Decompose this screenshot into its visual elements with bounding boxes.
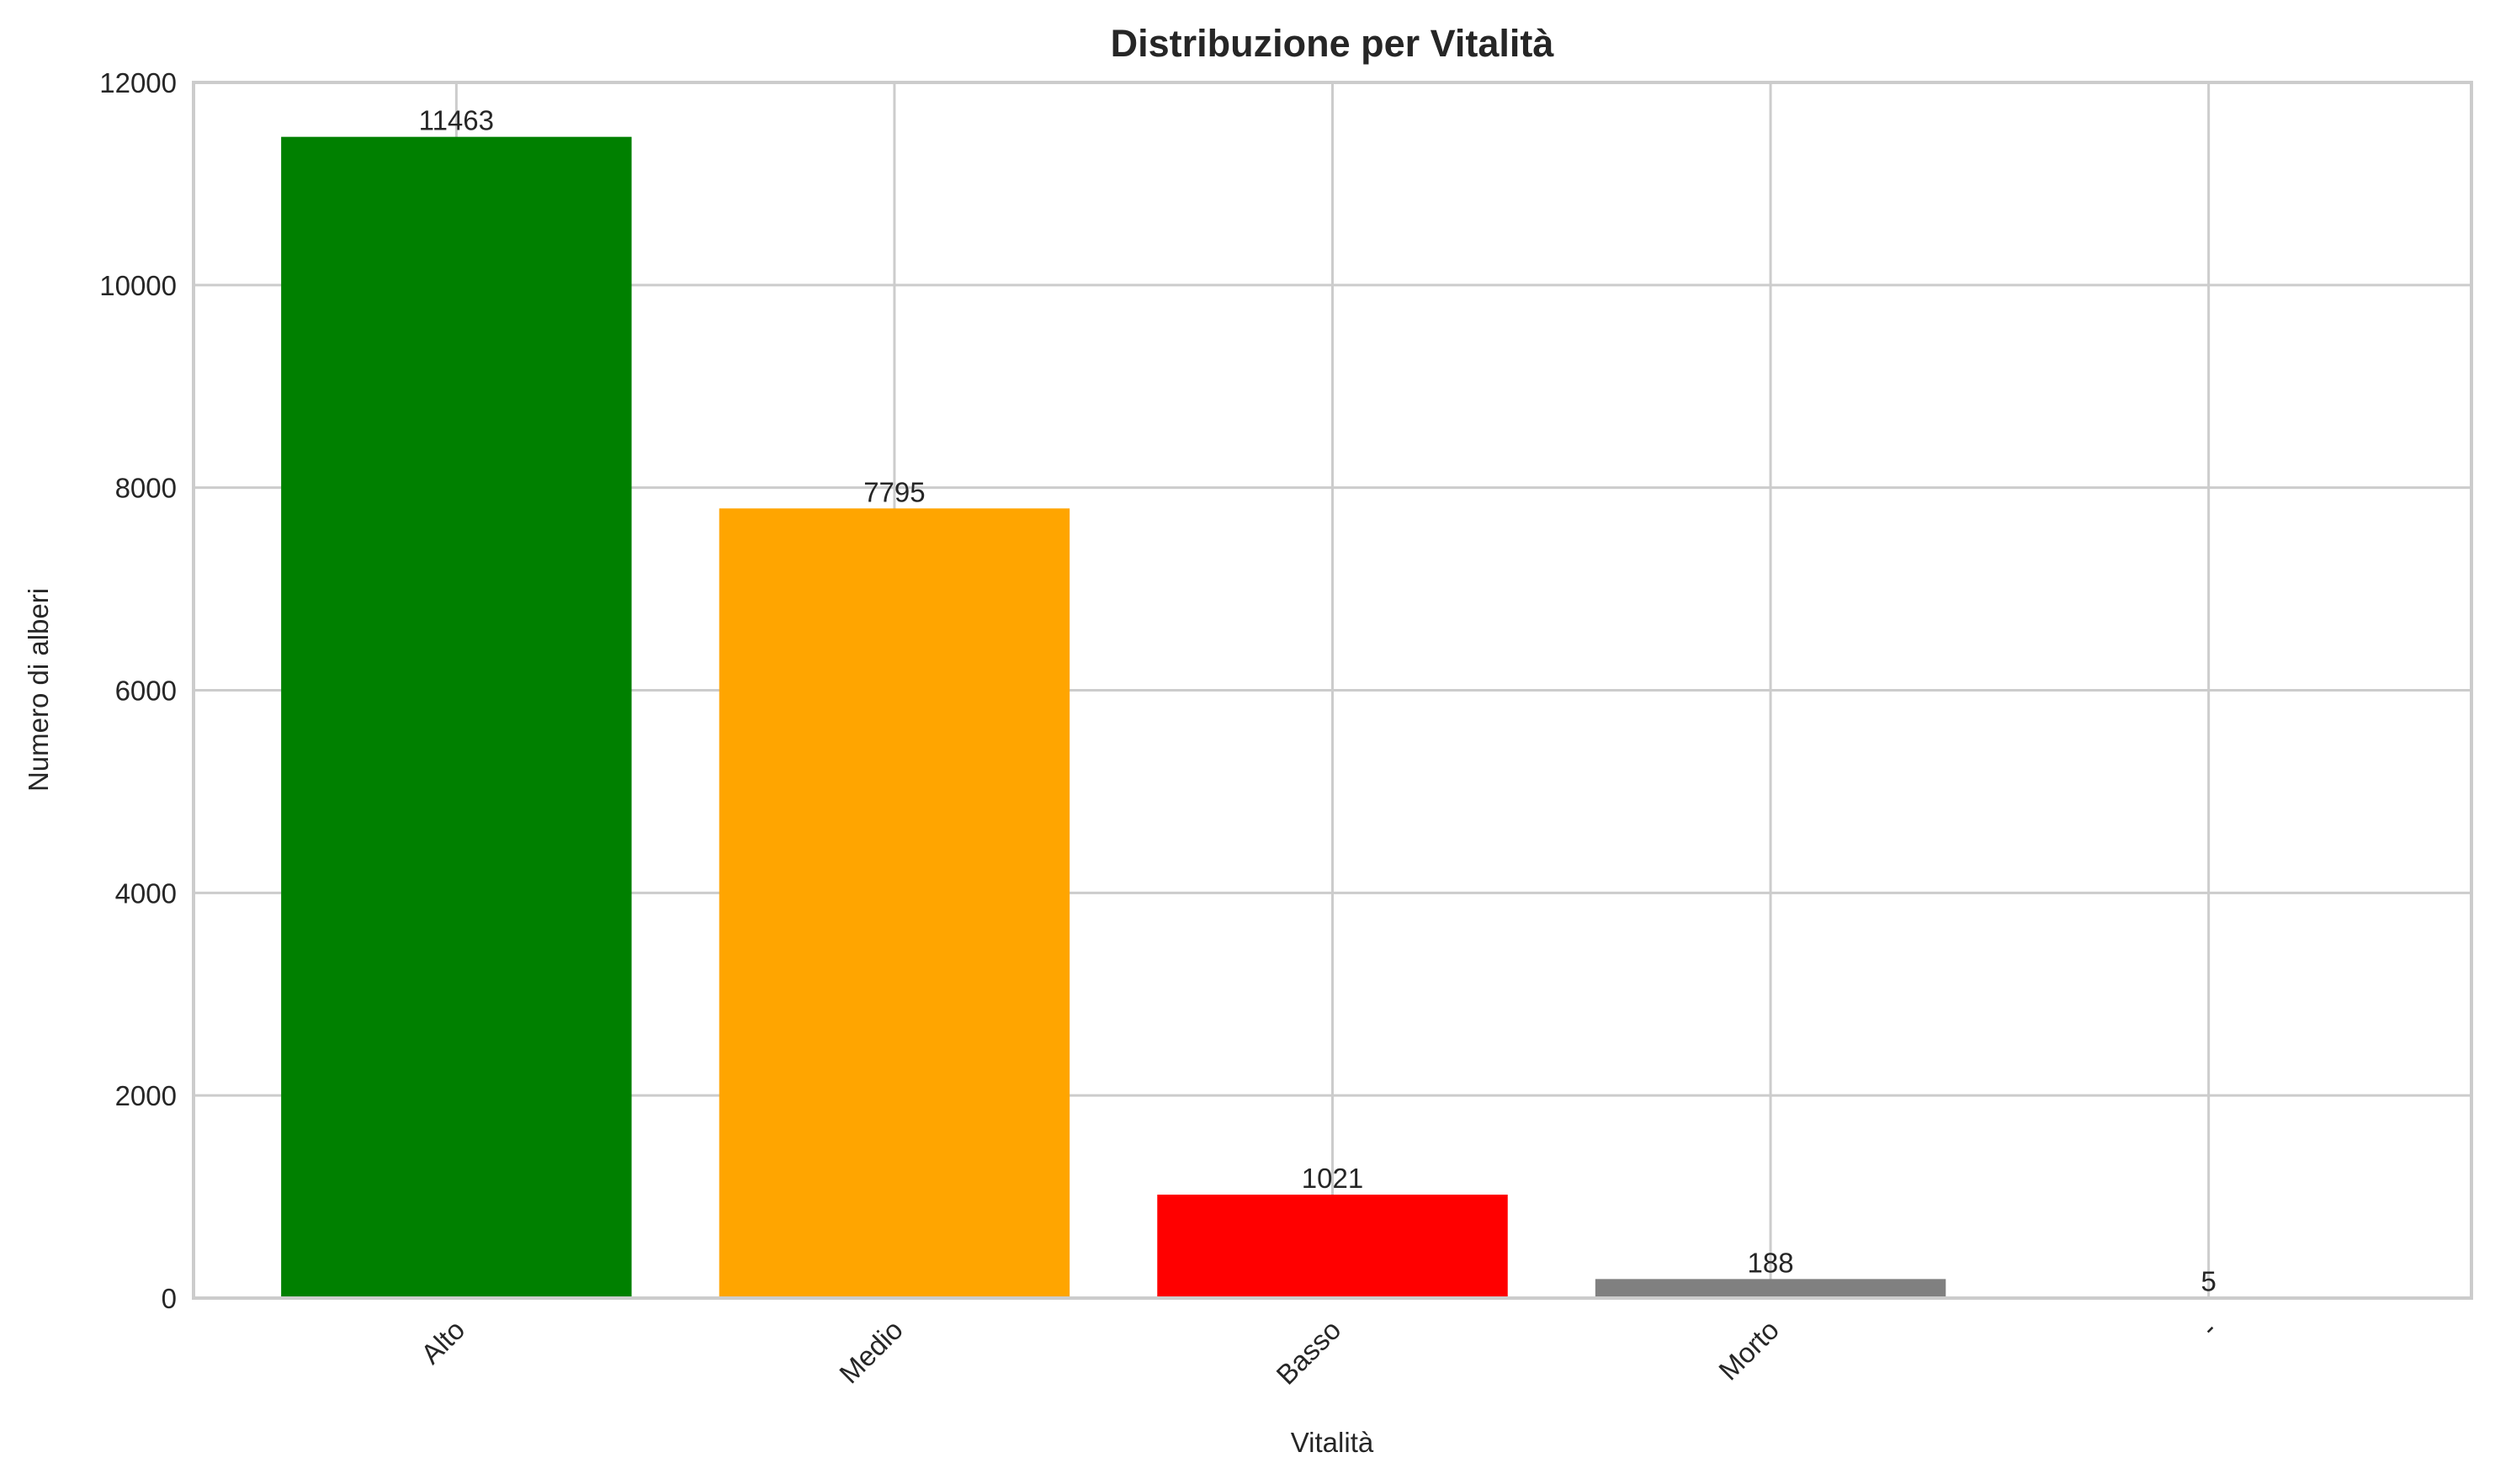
y-axis-label: Numero di alberi	[23, 588, 54, 792]
bar-value-label: 1021	[1302, 1163, 1363, 1194]
bar-value-label: 5	[2200, 1265, 2216, 1296]
axes-frame	[192, 81, 2473, 1300]
x-tick-label: Medio	[833, 1314, 909, 1390]
x-tick-label: -	[2195, 1314, 2223, 1343]
bar-value-label: 188	[1748, 1247, 1794, 1278]
chart-title: Distribuzione per Vitalità	[1111, 22, 1555, 65]
y-tick-label: 8000	[115, 473, 177, 504]
y-tick-label: 0	[162, 1283, 177, 1314]
y-axis-ticks: 0 2000 4000 6000 8000 10000 12000	[99, 67, 177, 1314]
x-axis-label: Vitalità	[1291, 1427, 1374, 1458]
bar-alto	[281, 136, 632, 1298]
bar-basso	[1157, 1195, 1508, 1298]
x-tick-label: Basso	[1270, 1314, 1346, 1391]
x-tick-label: Morto	[1712, 1314, 1785, 1386]
y-tick-label: 6000	[115, 676, 177, 707]
y-tick-label: 12000	[99, 67, 177, 98]
x-tick-label: Alto	[415, 1314, 470, 1370]
y-tick-label: 4000	[115, 877, 177, 909]
bar-morto	[1595, 1279, 1946, 1298]
x-axis-ticks: Alto Medio Basso Morto -	[415, 1314, 2223, 1391]
plot-area: 11463 7795 1021 188 5	[192, 81, 2473, 1300]
y-tick-label: 2000	[115, 1080, 177, 1111]
bar-value-labels: 11463 7795 1021 188 5	[419, 105, 2216, 1297]
bar-medio	[719, 508, 1070, 1298]
bar-value-label: 11463	[419, 105, 494, 136]
y-tick-label: 10000	[99, 270, 177, 301]
bar-value-label: 7795	[863, 476, 925, 507]
